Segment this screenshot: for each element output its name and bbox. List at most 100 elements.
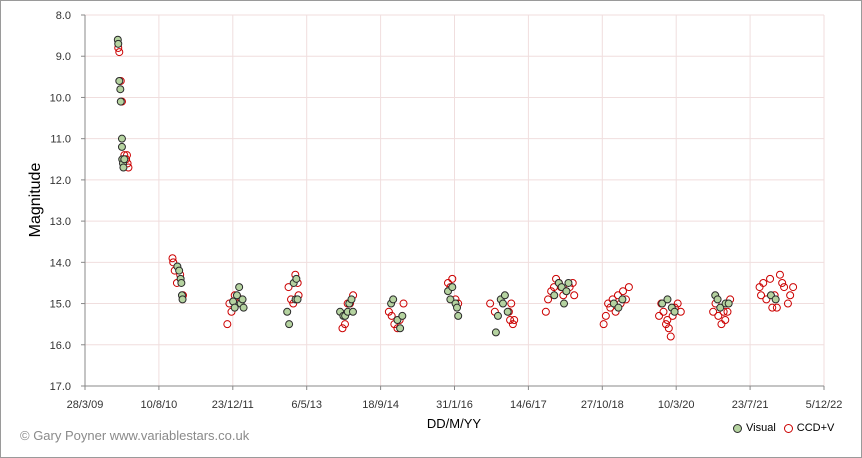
visual-point bbox=[116, 85, 125, 94]
ccd-point bbox=[755, 283, 764, 292]
ccd-point bbox=[659, 307, 668, 316]
ccd-point bbox=[780, 283, 789, 292]
ccd-point bbox=[775, 270, 784, 279]
y-tick-label: 13.0 bbox=[50, 216, 71, 228]
visual-point bbox=[448, 283, 457, 292]
credit-text: © Gary Poyner www.variablestars.co.uk bbox=[20, 428, 250, 443]
visual-point bbox=[658, 299, 667, 308]
visual-point bbox=[232, 291, 241, 300]
ccd-point bbox=[384, 307, 393, 316]
visual-point bbox=[119, 163, 128, 172]
visual-point bbox=[116, 97, 125, 106]
legend-visual-label: Visual bbox=[746, 422, 776, 434]
y-tick-label: 15.0 bbox=[50, 299, 71, 311]
y-tick-labels: 8.0 9.0 10.0 11.0 12.0 13.0 14.0 15.0 16.0 17.0 bbox=[50, 10, 71, 393]
visual-point bbox=[285, 320, 294, 329]
y-tick-label: 16.0 bbox=[50, 340, 71, 352]
grid-lines bbox=[84, 14, 825, 387]
ccd-point bbox=[786, 291, 795, 300]
visual-point bbox=[614, 303, 623, 312]
ccd-point bbox=[723, 307, 732, 316]
ccd-point bbox=[709, 307, 718, 316]
ccd-point bbox=[448, 274, 457, 283]
visual-point bbox=[562, 287, 571, 296]
x-tick-label: 14/6/17 bbox=[510, 399, 547, 411]
ccd-point bbox=[399, 299, 408, 308]
ccd-point bbox=[663, 316, 672, 325]
legend-ccd-marker bbox=[783, 423, 793, 433]
ccd-point bbox=[599, 320, 608, 329]
ccd-point bbox=[662, 320, 671, 329]
visual-point bbox=[238, 295, 247, 304]
y-tick-label: 17.0 bbox=[50, 381, 71, 393]
x-tick-label: 10/3/20 bbox=[658, 399, 695, 411]
ccd-point bbox=[570, 291, 579, 300]
visual-point bbox=[230, 303, 239, 312]
ccd-point bbox=[762, 295, 771, 304]
ccd-point bbox=[666, 332, 675, 341]
x-tick-label: 27/10/18 bbox=[581, 399, 624, 411]
visual-point bbox=[398, 311, 407, 320]
visual-point bbox=[293, 295, 302, 304]
x-tick-labels: 28/3/09 10/8/10 23/12/11 6/5/13 18/9/14 31/1/… bbox=[67, 399, 843, 411]
visual-point bbox=[292, 274, 301, 283]
y-tick-label: 11.0 bbox=[50, 134, 71, 146]
ccd-point bbox=[223, 320, 232, 329]
ccd-point bbox=[510, 316, 519, 325]
visual-point bbox=[771, 295, 780, 304]
x-tick-label: 23/12/11 bbox=[212, 399, 254, 411]
legend-ccd-label: CCD+V bbox=[796, 422, 835, 434]
visual-point bbox=[396, 324, 405, 333]
x-tick-label: 18/9/14 bbox=[362, 399, 399, 411]
x-tick-label: 23/7/21 bbox=[732, 399, 769, 411]
ccd-point bbox=[714, 311, 723, 320]
y-tick-label: 12.0 bbox=[50, 175, 71, 187]
visual-point bbox=[114, 39, 123, 48]
x-tick-label: 5/12/22 bbox=[806, 399, 843, 411]
ccd-point bbox=[673, 299, 682, 308]
visual-point bbox=[670, 307, 679, 316]
visual-point bbox=[117, 134, 126, 143]
ccd-point bbox=[613, 291, 622, 300]
visual-point bbox=[453, 303, 462, 312]
visual-point bbox=[347, 295, 356, 304]
ccd-point bbox=[443, 278, 452, 287]
y-axis-title: Magnitude bbox=[27, 163, 44, 238]
visual-point bbox=[618, 295, 627, 304]
ccd-point bbox=[340, 320, 349, 329]
ccd-point bbox=[766, 274, 775, 283]
visual-point bbox=[724, 299, 733, 308]
ccd-point bbox=[486, 299, 495, 308]
y-tick-label: 8.0 bbox=[56, 10, 71, 22]
x-tick-label: 31/1/16 bbox=[436, 399, 473, 411]
ccd-point bbox=[338, 324, 347, 333]
ccd-point bbox=[601, 311, 610, 320]
x-tick-label: 10/8/10 bbox=[141, 399, 178, 411]
ccd-point bbox=[618, 287, 627, 296]
visual-point bbox=[491, 328, 500, 337]
legend: Visual CCD+V bbox=[733, 422, 834, 434]
visual-point bbox=[498, 299, 507, 308]
visual-point bbox=[235, 283, 244, 292]
visual-point bbox=[120, 155, 129, 164]
visual-point bbox=[178, 295, 187, 304]
visual-point bbox=[503, 307, 512, 316]
ccd-point bbox=[789, 283, 798, 292]
ccd-point bbox=[115, 48, 124, 57]
ccd-point bbox=[783, 299, 792, 308]
visual-point bbox=[117, 142, 126, 151]
x-tick-label: 28/3/09 bbox=[67, 399, 104, 411]
data-points bbox=[113, 35, 798, 341]
ccd-point bbox=[544, 295, 553, 304]
visual-point bbox=[713, 295, 722, 304]
x-tick-label: 6/5/13 bbox=[291, 399, 322, 411]
visual-point bbox=[454, 311, 463, 320]
visual-point bbox=[283, 307, 292, 316]
ccd-point bbox=[387, 311, 396, 320]
ccd-point bbox=[757, 291, 766, 300]
legend-visual-marker bbox=[733, 423, 742, 433]
ccd-point bbox=[772, 303, 781, 312]
ccd-point bbox=[778, 278, 787, 287]
visual-point bbox=[550, 291, 559, 300]
